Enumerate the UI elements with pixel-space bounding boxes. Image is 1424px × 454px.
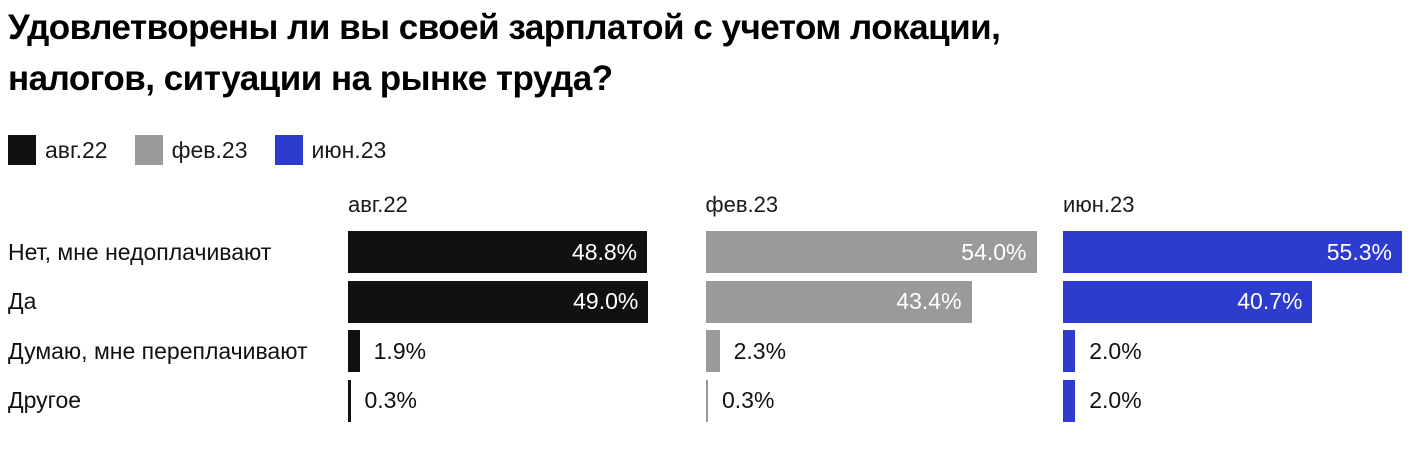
- legend-swatch-icon: [274, 135, 303, 165]
- bar-авг.22-row1: 49.0%: [348, 280, 649, 323]
- bar-value: 40.7%: [1237, 288, 1303, 314]
- bar-value: 2.3%: [733, 337, 787, 364]
- column-header: авг.22: [348, 192, 408, 217]
- column-header: июн.23: [1063, 192, 1135, 217]
- bar-value: 54.0%: [961, 238, 1027, 265]
- bar-value: 0.3%: [364, 387, 417, 413]
- bar-авг.22-row0: 48.8%: [348, 231, 648, 273]
- bar-value: 2.0%: [1089, 387, 1142, 413]
- bar-июн.23-row0: 55.3%: [1063, 231, 1402, 273]
- legend-label: фев.23: [171, 137, 248, 163]
- bar-июн.23-row2: [1063, 330, 1076, 372]
- bar-value: 2.0%: [1089, 337, 1142, 364]
- legend-swatch-icon: [134, 135, 163, 165]
- category-label: Другое: [8, 387, 82, 413]
- bar-value: 0.3%: [722, 387, 775, 413]
- category-label: Нет, мне недоплачивают: [8, 238, 272, 265]
- bar-фев.23-row1: 43.4%: [705, 280, 972, 323]
- bar-value: 1.9%: [373, 337, 427, 364]
- bar-value: 43.4%: [896, 288, 962, 314]
- chart-title: Удовлетворены ли вы своей зарплатой с уч…: [8, 8, 1001, 98]
- legend-label: июн.23: [311, 137, 387, 163]
- bar-value: 49.0%: [573, 288, 639, 314]
- bar-фев.23-row3: [705, 379, 708, 422]
- legend-item-июн.23: июн.23: [274, 135, 387, 165]
- bar-фев.23-row2: [705, 330, 720, 372]
- legend-swatch-icon: [8, 135, 36, 165]
- bar-value: 48.8%: [571, 238, 638, 265]
- chart-legend: авг.22 фев.23 июн.23: [8, 135, 386, 165]
- bar-value: 55.3%: [1326, 238, 1392, 265]
- category-label: Да: [8, 288, 37, 314]
- legend-item-фев.23: фев.23: [134, 135, 248, 165]
- bar-авг.22-row2: [348, 330, 360, 372]
- legend-item-авг.22: авг.22: [8, 135, 108, 165]
- legend-label: авг.22: [45, 137, 108, 163]
- category-label: Думаю, мне переплачивают: [8, 337, 308, 364]
- bar-авг.22-row3: [348, 379, 351, 422]
- bar-июн.23-row3: [1063, 379, 1076, 422]
- bar-июн.23-row1: 40.7%: [1063, 280, 1313, 323]
- column-header: фев.23: [705, 192, 779, 217]
- bar-фев.23-row0: 54.0%: [705, 231, 1037, 273]
